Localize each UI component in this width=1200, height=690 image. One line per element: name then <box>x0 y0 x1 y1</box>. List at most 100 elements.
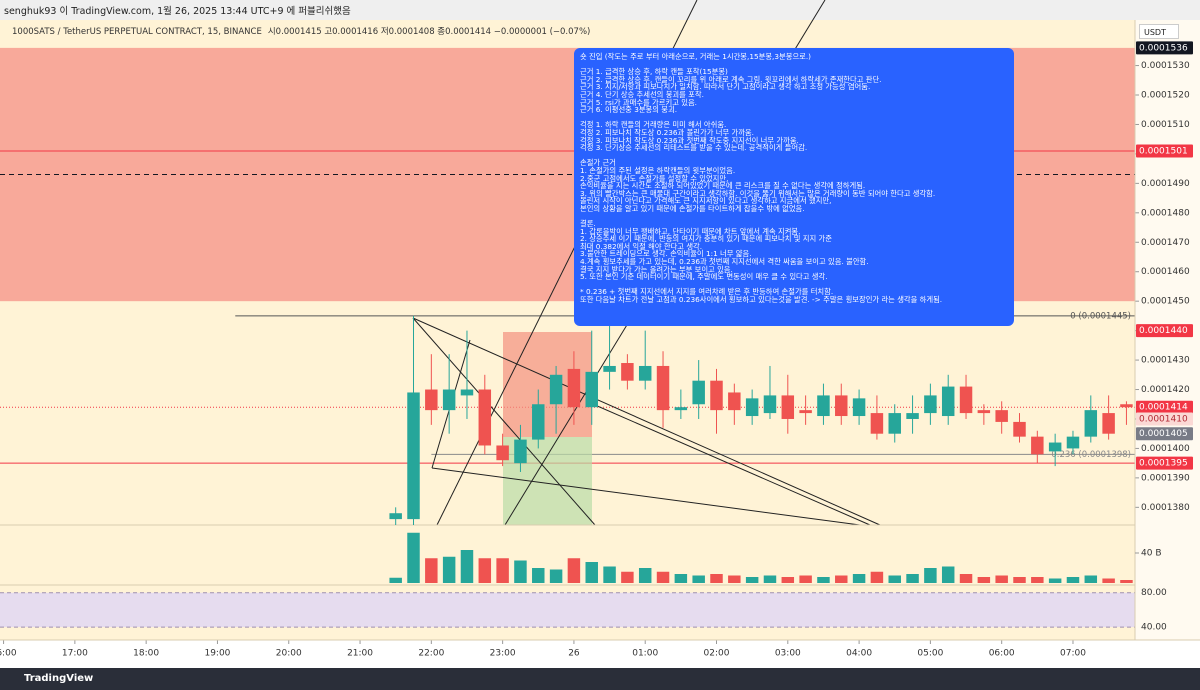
annotation-paragraph: 걱정 1. 하락 캔들의 거래량은 미미 해서 아쉬움. 걱정 2. 피보나치 작… <box>580 121 1008 151</box>
candle-body <box>995 410 1008 422</box>
trend-line <box>594 404 871 526</box>
y-tick-label: 0.0001380 <box>1141 503 1190 513</box>
candle-body <box>603 365 616 372</box>
symbol-legend: 1000SATS / TetherUS PERPETUAL CONTRACT, … <box>12 25 596 37</box>
x-tick-label: 06:00 <box>989 649 1015 659</box>
y-tick-label: 0.0001450 <box>1141 297 1190 307</box>
annotation-line: * 0.236 + 첫번째 지지선에서 지지를 여러차례 받은 후 반등하여 손… <box>580 287 834 297</box>
volume-bar <box>478 558 492 583</box>
candle-body <box>977 410 991 414</box>
volume-bar <box>835 575 848 583</box>
x-tick-label: 17:00 <box>62 649 88 659</box>
volume-bar <box>1120 580 1133 583</box>
volume-bar <box>692 575 705 583</box>
volume-bar <box>995 575 1008 583</box>
candle-body <box>1048 442 1062 452</box>
x-tick-label: 23:00 <box>490 649 516 659</box>
annotation-line: 근거 2. 급격한 상승 후, 캔들이 꼬리를 위 아래로 계속 그림. 윗꼬리… <box>580 74 882 84</box>
candle-body <box>1120 404 1133 408</box>
volume-bar <box>514 560 527 583</box>
price-tag-label: 0.0001395 <box>1139 459 1188 469</box>
volume-bar <box>745 577 759 583</box>
x-tick-label: 19:00 <box>204 649 230 659</box>
volume-bar <box>924 568 937 583</box>
annotation-line: 손절가 근거 <box>580 158 616 168</box>
candle-body <box>852 398 866 417</box>
annotation-paragraph: 손절가 근거 1. 손절가의 주된 설정은 하락캔들의 윗부분이었음. 2.중군 고… <box>580 159 1008 212</box>
annotation-line: 2. 상승추세 이기 때문에, 반등의 여지가 충분히 있기 때문에 피보나치 … <box>580 234 832 244</box>
annotation-line: 볼린저 시작이 아닌다고 가격해도 큰 지지저항이 있다고 생각하고 지금에서 … <box>580 196 832 206</box>
y-tick-label: 0.0001420 <box>1141 385 1190 395</box>
volume-bar <box>710 574 723 583</box>
candle-body <box>710 380 723 411</box>
volume-bar <box>781 577 795 583</box>
y-tick-label: 0.0001480 <box>1141 208 1190 218</box>
candle-body <box>1102 413 1115 434</box>
volume-bar <box>941 566 955 583</box>
y-tick-label: 0.0001460 <box>1141 267 1190 277</box>
header-bg <box>0 0 1200 20</box>
volume-bar <box>1048 578 1062 583</box>
candle-body <box>1013 421 1026 437</box>
annotation-paragraph: 숏 진입 (작도는 주로 부터 아래순으로, 거래는 1시간봉,15분봉,3분봉… <box>580 53 1008 61</box>
y-tick-label: 0.0001390 <box>1141 473 1190 483</box>
volume-bar <box>585 562 598 583</box>
fib-label: 0.236 (0.0001398) <box>1051 450 1131 460</box>
price-tag-label: 0.0001405 <box>1139 429 1188 439</box>
candle-body <box>478 389 492 446</box>
candle-body <box>532 404 545 440</box>
candle-body <box>389 513 402 520</box>
annotation-line: 걱정 3. 단기상승 추세선의 리테스트를 받을 수 있는데. 공격적이게 들어… <box>580 143 808 153</box>
annotation-line: 걱정 2. 피보나치 작도상 0.236과 볼린가가 너무 가까움. <box>580 127 754 137</box>
candle-body <box>585 371 598 408</box>
annotation-line: 본인의 상황을 알고 있기 때문에 손절가를 타이트하게 잡을수 밖에 없었음. <box>580 203 805 213</box>
annotation-line: 3.불안한 트레이딩으로 생각. 손익비율이 1:1 너무 얇음. <box>580 249 752 259</box>
annotation-line: 결국 지지 받다가 가는 올려가는 부분 보이고 있음. <box>580 264 733 274</box>
front-layer: 0.00015360.00015010.00014400.000141400:2… <box>389 41 1193 633</box>
annotation-line: 3. 위의 빨간박스는 큰 매물대 구간이라고 생각하함. 이것을 뚫기 위해서… <box>580 188 936 198</box>
volume-bar <box>442 556 456 583</box>
volume-bar <box>656 571 670 583</box>
volume-bar <box>603 566 616 583</box>
candle-body <box>763 395 777 414</box>
volume-bar <box>977 577 991 583</box>
volume-bar <box>906 574 919 583</box>
annotation-line: 근거 5. rsi가 과매수를 가르키고 있음. <box>580 97 697 107</box>
currency[interactable]: USDT <box>1139 24 1179 39</box>
candle-body <box>407 392 420 520</box>
price-tag <box>1136 324 1193 338</box>
annotation-line: 1. 갑론을박이 너무 팽배하고, 단타이기 때문에 차트 앞에서 계속 지켜봄… <box>580 226 801 236</box>
volume-bar <box>728 575 741 583</box>
price-tag-label: 0.0001414 <box>1139 403 1188 413</box>
volume-bar <box>621 571 634 583</box>
volume-bar <box>870 571 884 583</box>
volume-bar <box>852 574 866 583</box>
annotation-line: 2.중군 고점에서도 손절가를 설정할 수 있었지만, <box>580 173 729 183</box>
volume-bar <box>532 568 545 583</box>
annotation: 숏 진입 (작도는 주로 부터 아래순으로, 거래는 1시간봉,15분봉,3분봉… <box>574 48 1014 326</box>
volume-bar <box>1013 577 1026 583</box>
price-tag-label: 0.0001536 <box>1139 43 1188 53</box>
volume-bar <box>1031 577 1044 583</box>
annotation-line: 근거 3. 지지/저항과 피보나치가 일치함. 따라서 단기 고점이라고 생각 … <box>580 82 871 92</box>
y-tick-label: 0.0001510 <box>1141 120 1190 130</box>
candle-body <box>496 445 509 461</box>
annotation-paragraph: 근거 1. 급격한 상승 후, 하락 캔들 포착(15분봉) 근거 2. 급격한 … <box>580 68 1008 114</box>
candle-body <box>728 392 741 411</box>
price-tag-label: 0.0001410 <box>1139 414 1188 424</box>
candle-body <box>621 363 634 381</box>
y-tick-label: 0.0001530 <box>1141 61 1190 71</box>
candle-body <box>817 395 830 417</box>
annotation-line: 결론. <box>580 219 596 229</box>
price-tag-label: 0.0001440 <box>1139 326 1188 336</box>
candle-body <box>549 374 563 405</box>
annotation-line: 1. 손절가의 주된 설정은 하락캔들의 윗부분이었음. <box>580 165 736 175</box>
y-tick-label: 0.0001430 <box>1141 356 1190 366</box>
candle-body <box>514 439 527 464</box>
brand: TradingView <box>0 668 1200 690</box>
volume-bar <box>817 577 830 583</box>
fib-label: 0 (0.0001445) <box>1070 311 1131 321</box>
volume-bar <box>460 550 474 583</box>
annotation-line: 최대 0.382에서 익절 해야 한다고 생각. <box>580 241 703 251</box>
